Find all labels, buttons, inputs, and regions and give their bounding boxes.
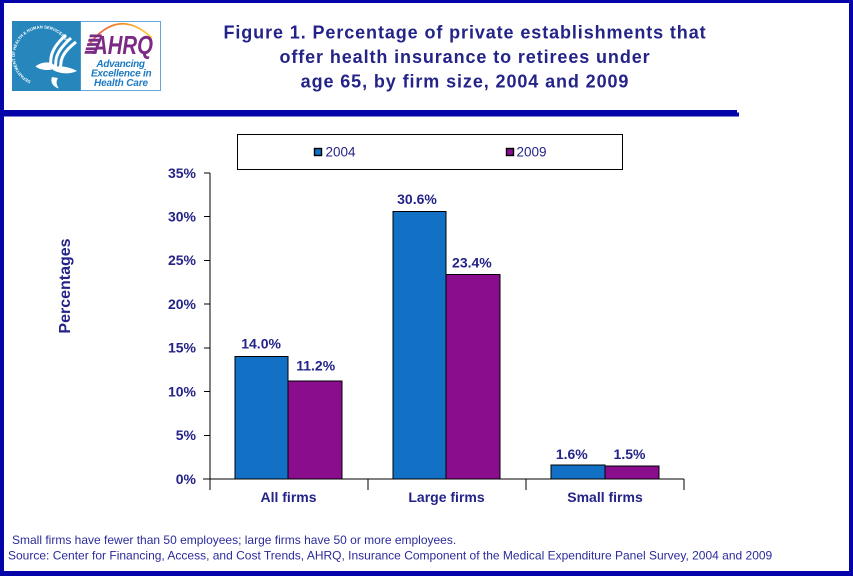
svg-text:10%: 10% xyxy=(168,383,197,399)
svg-text:15%: 15% xyxy=(168,340,197,356)
svg-text:All firms: All firms xyxy=(260,489,316,505)
svg-text:1.5%: 1.5% xyxy=(614,446,646,462)
svg-text:35%: 35% xyxy=(168,165,197,181)
svg-text:Figure 1. Percentage of privat: Figure 1. Percentage of private establis… xyxy=(223,23,706,43)
svg-text:AHRQ: AHRQ xyxy=(92,30,153,60)
svg-text:5%: 5% xyxy=(176,427,197,443)
svg-text:0%: 0% xyxy=(176,471,197,487)
svg-text:1.6%: 1.6% xyxy=(556,446,588,462)
svg-text:23.4%: 23.4% xyxy=(452,255,492,271)
svg-text:30.6%: 30.6% xyxy=(397,191,437,207)
svg-text:2009: 2009 xyxy=(517,145,547,160)
svg-text:20%: 20% xyxy=(168,296,197,312)
svg-text:Source: Center for Financing,: Source: Center for Financing, Access, an… xyxy=(8,549,773,563)
svg-text:age 65, by firm size, 2004 and: age 65, by firm size, 2004 and 2009 xyxy=(301,72,630,92)
svg-text:30%: 30% xyxy=(168,209,197,225)
svg-text:Advancing: Advancing xyxy=(95,59,145,70)
svg-text:2004: 2004 xyxy=(326,145,357,160)
svg-text:Percentages: Percentages xyxy=(57,238,74,333)
svg-text:Large firms: Large firms xyxy=(408,489,484,505)
svg-text:Small firms: Small firms xyxy=(567,489,643,505)
svg-text:14.0%: 14.0% xyxy=(241,336,281,352)
svg-text:Small firms have fewer than 50: Small firms have fewer than 50 employees… xyxy=(12,533,456,547)
svg-text:offer health insurance to reti: offer health insurance to retirees under xyxy=(279,47,650,67)
svg-text:11.2%: 11.2% xyxy=(296,358,335,374)
svg-text:25%: 25% xyxy=(168,252,197,268)
svg-text:Excellence in: Excellence in xyxy=(91,68,152,79)
svg-text:Health Care: Health Care xyxy=(94,78,148,89)
